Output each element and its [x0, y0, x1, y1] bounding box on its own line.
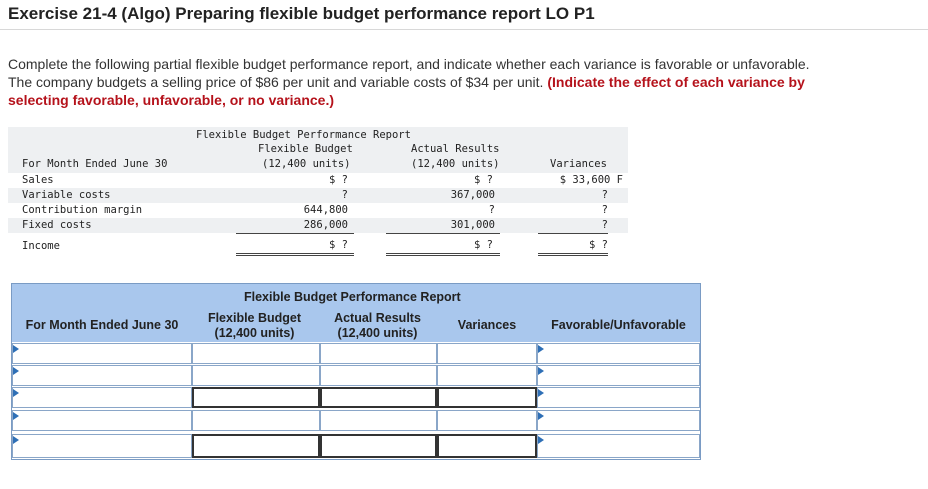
variance-input[interactable]	[437, 387, 537, 408]
row-label-select[interactable]	[12, 387, 192, 408]
given-report-table: Flexible Budget Performance Report Flexi…	[8, 127, 628, 262]
variance-value: ?	[601, 189, 608, 201]
variance-input[interactable]	[437, 434, 537, 458]
instruction-line-2: The company budgets a selling price of $…	[8, 73, 923, 91]
row-band	[8, 188, 628, 203]
row-label: Sales	[22, 174, 54, 186]
col-var-head: Variances	[550, 158, 607, 170]
actual-value: $ ?	[474, 174, 493, 186]
actual-value: ?	[488, 204, 495, 216]
actual-results-input[interactable]	[320, 365, 437, 386]
col-flex-head-2: (12,400 units)	[262, 158, 351, 170]
dropdown-marker-icon	[13, 412, 19, 420]
period-label: For Month Ended June 30	[25, 318, 179, 332]
variance-input[interactable]	[437, 365, 537, 386]
dropdown-marker-icon	[13, 436, 19, 444]
dropdown-marker-icon	[538, 436, 544, 444]
dropdown-marker-icon	[13, 389, 19, 397]
flex-value: ?	[341, 189, 348, 201]
row-label-select[interactable]	[12, 410, 192, 431]
row-label-select[interactable]	[12, 434, 192, 458]
answer-table-header: Flexible Budget Performance Report For M…	[12, 284, 700, 342]
row-label: Fixed costs	[22, 219, 92, 231]
row-label: Income	[22, 240, 60, 252]
variance-value: ?	[601, 204, 608, 216]
dropdown-marker-icon	[538, 389, 544, 397]
exercise-title: Exercise 21-4 (Algo) Preparing flexible …	[8, 4, 595, 23]
actual-results-input[interactable]	[320, 387, 437, 408]
report-title: Flexible Budget Performance Report	[196, 129, 411, 141]
actual-results-input[interactable]	[320, 343, 437, 364]
col-var-head: Variances	[457, 318, 517, 332]
dropdown-marker-icon	[538, 367, 544, 375]
dropdown-marker-icon	[538, 412, 544, 420]
col-actual-head-1: Actual Results	[411, 143, 500, 155]
col-actual-head-2: (12,400 units)	[411, 158, 500, 170]
variance-input[interactable]	[437, 343, 537, 364]
flex-budget-input[interactable]	[192, 343, 320, 364]
total-line	[538, 255, 608, 256]
fav-unfav-select[interactable]	[537, 365, 700, 386]
instruction-text: The company budgets a selling price of $…	[8, 74, 544, 90]
subtotal-line	[386, 233, 500, 234]
total-line	[236, 253, 354, 254]
variance-input[interactable]	[437, 410, 537, 431]
fav-unfav-select[interactable]	[537, 434, 700, 458]
flex-value: $ ?	[329, 239, 348, 251]
subtotal-line	[236, 233, 354, 234]
row-label-select[interactable]	[12, 365, 192, 386]
row-label: Contribution margin	[22, 204, 143, 216]
row-band	[8, 218, 628, 233]
fav-unfav-select[interactable]	[537, 387, 700, 408]
flex-budget-input[interactable]	[192, 387, 320, 408]
subtotal-line	[538, 233, 608, 234]
header-band	[8, 127, 628, 173]
instruction-highlight: (Indicate the effect of each variance by	[547, 74, 805, 90]
flex-budget-input[interactable]	[192, 365, 320, 386]
total-line	[538, 253, 608, 254]
dropdown-marker-icon	[538, 345, 544, 353]
flex-value: 644,800	[303, 204, 348, 216]
variance-value: $ 33,600 F	[559, 174, 623, 186]
fav-unfav-select[interactable]	[537, 343, 700, 364]
flex-budget-input[interactable]	[192, 410, 320, 431]
variance-value: ?	[601, 219, 608, 231]
dropdown-marker-icon	[13, 345, 19, 353]
instructions: Complete the following partial flexible …	[8, 55, 923, 109]
answer-report-table: Flexible Budget Performance Report For M…	[11, 283, 701, 460]
col-flex-head-2: (12,400 units)	[214, 326, 295, 340]
report-title: Flexible Budget Performance Report	[244, 290, 461, 304]
instruction-highlight-2: selecting favorable, unfavorable, or no …	[8, 92, 334, 108]
dropdown-marker-icon	[13, 367, 19, 375]
col-fu-head: Favorable/Unfavorable	[551, 318, 686, 332]
row-label-select[interactable]	[12, 343, 192, 364]
title-divider	[0, 29, 928, 30]
col-flex-head-1: Flexible Budget	[207, 311, 302, 325]
actual-value: $ ?	[474, 239, 493, 251]
flex-value: $ ?	[329, 174, 348, 186]
col-flex-head-1: Flexible Budget	[258, 143, 353, 155]
actual-value: 367,000	[450, 189, 495, 201]
total-line	[386, 253, 500, 254]
period-label: For Month Ended June 30	[22, 158, 168, 170]
actual-results-input[interactable]	[320, 434, 437, 458]
fav-unfav-select[interactable]	[537, 410, 700, 431]
flex-value: 286,000	[303, 219, 348, 231]
col-actual-head-2: (12,400 units)	[337, 326, 418, 340]
col-actual-head-1: Actual Results	[334, 311, 421, 325]
instruction-line-1: Complete the following partial flexible …	[8, 56, 810, 72]
row-label: Variable costs	[22, 189, 111, 201]
flex-budget-input[interactable]	[192, 434, 320, 458]
actual-results-input[interactable]	[320, 410, 437, 431]
actual-value: 301,000	[450, 219, 495, 231]
total-line	[386, 255, 500, 256]
total-line	[236, 255, 354, 256]
variance-value: $ ?	[589, 239, 608, 251]
